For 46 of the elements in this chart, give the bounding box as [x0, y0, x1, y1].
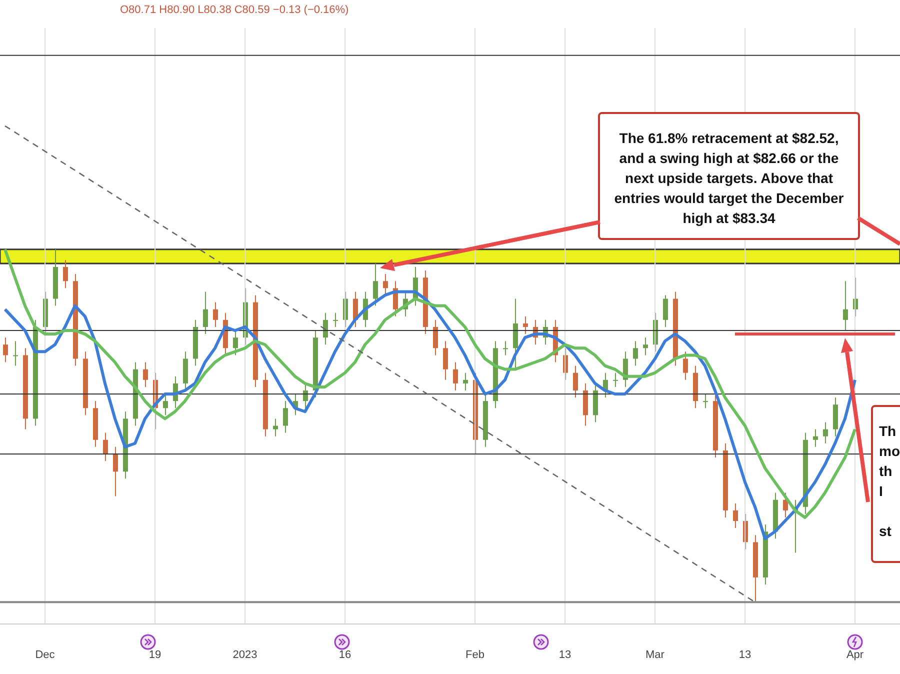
candlestick — [273, 418, 278, 437]
candlestick — [213, 302, 218, 328]
chart-subtitle: O80.71 H80.90 L80.38 C80.59 −0.13 (−0.16%) — [120, 4, 349, 16]
x-tick-label: Apr — [846, 648, 864, 661]
candlestick — [203, 291, 208, 335]
callout: Th mo th I st — [871, 405, 900, 563]
candlestick — [503, 340, 508, 356]
candlestick — [383, 274, 388, 296]
candlestick — [143, 362, 148, 388]
candlestick — [103, 432, 108, 462]
x-tick-label: 13 — [558, 648, 572, 661]
x-tick-label: Dec — [35, 648, 56, 661]
candlestick — [703, 393, 708, 409]
candlestick — [333, 312, 338, 328]
candlestick — [663, 294, 668, 328]
candlestick — [843, 280, 848, 331]
candlestick — [373, 262, 378, 306]
candlestick — [433, 319, 438, 356]
candlestick — [443, 340, 448, 380]
candlestick — [783, 492, 788, 518]
candlestick — [643, 337, 648, 356]
candlestick — [283, 400, 288, 434]
callout: The 61.8% retracement at $82.52, and a swing high at $82.66 or the next upside targets. Above that entries would target the December high at $83.34 — [598, 112, 860, 240]
x-tick-label: 2023 — [232, 648, 258, 661]
candlestick — [823, 422, 828, 444]
candlestick — [573, 365, 578, 398]
candlestick — [63, 259, 68, 289]
candlestick — [613, 372, 618, 388]
x-tick-label: Mar — [646, 648, 665, 661]
candlestick — [523, 316, 528, 335]
x-tick-label: 19 — [148, 648, 162, 661]
x-tick-label: Feb — [466, 648, 484, 661]
candlestick — [633, 340, 638, 366]
candlestick — [113, 446, 118, 497]
candlestick — [233, 330, 238, 356]
candlestick — [163, 393, 168, 416]
candlestick — [813, 428, 818, 448]
candlestick — [353, 291, 358, 328]
candlestick — [3, 337, 8, 363]
x-tick-label: 16 — [338, 648, 352, 661]
candlestick — [733, 502, 738, 529]
candlestick — [683, 351, 688, 380]
candlestick — [13, 340, 18, 366]
candlestick — [453, 362, 458, 391]
candlestick — [463, 372, 468, 391]
x-tick-label: 13 — [738, 648, 752, 661]
